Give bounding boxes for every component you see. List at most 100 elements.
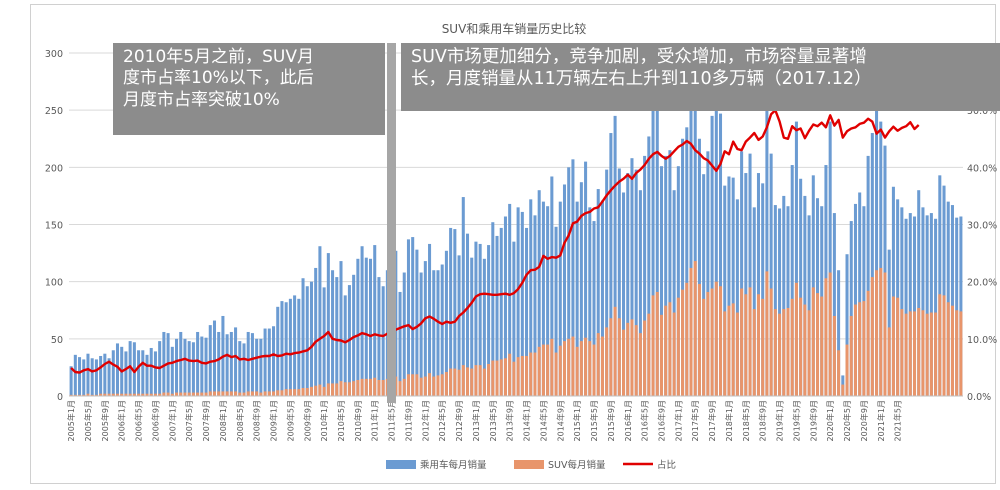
x-tick-label: 2013年5月 — [488, 400, 498, 441]
bar-passenger — [428, 243, 432, 396]
bar-suv — [153, 393, 157, 396]
bar-suv — [432, 376, 436, 396]
bar-suv — [99, 393, 103, 396]
bar-suv — [546, 344, 550, 396]
bar-suv — [605, 327, 609, 396]
bar-passenger — [179, 331, 183, 396]
bar-suv — [453, 368, 457, 396]
x-tick-label: 2017年9月 — [707, 400, 717, 441]
bar-suv — [373, 377, 377, 396]
x-tick-label: 2020年1月 — [825, 400, 835, 441]
bar-suv — [352, 381, 356, 396]
bar-suv — [921, 310, 925, 396]
bar-suv — [107, 393, 111, 396]
left-tick-label: 100 — [45, 278, 63, 289]
bar-suv — [761, 298, 765, 396]
bar-suv — [558, 345, 562, 396]
bar-passenger — [529, 199, 533, 396]
bar-suv — [419, 377, 423, 396]
bar-passenger — [752, 207, 756, 396]
bar-suv — [626, 322, 630, 396]
bar-passenger — [659, 166, 664, 396]
bar-suv — [904, 313, 908, 396]
bar-suv — [141, 393, 145, 396]
bar-passenger — [904, 218, 908, 396]
bar-suv — [428, 373, 432, 396]
bar-passenger — [284, 302, 288, 396]
bar-passenger — [82, 359, 86, 396]
bar-suv — [571, 336, 575, 396]
bar-suv — [820, 296, 824, 396]
x-tick-label: 2008年1月 — [218, 400, 228, 441]
bar-passenger — [811, 175, 815, 396]
x-tick-label: 2016年1月 — [623, 400, 633, 441]
bar-suv — [769, 288, 773, 396]
x-tick-label: 2015年1月 — [572, 400, 582, 441]
bar-passenger — [706, 151, 710, 396]
bar-suv — [845, 344, 849, 396]
bar-passenger — [765, 102, 769, 396]
bar-suv — [508, 353, 512, 396]
bar-passenger — [406, 239, 410, 396]
bar-suv — [525, 355, 529, 396]
x-tick-label: 2010年9月 — [353, 400, 363, 441]
left-tick-label: 0 — [57, 392, 63, 403]
bar-suv — [529, 352, 533, 396]
bar-suv — [503, 358, 507, 396]
bar-suv — [267, 391, 271, 396]
bar-passenger — [807, 215, 811, 396]
right-tick-label: 20.0% — [967, 278, 997, 289]
bar-passenger — [592, 221, 596, 396]
bar-suv — [124, 393, 128, 396]
bar-suv — [200, 392, 204, 396]
bar-passenger — [267, 328, 271, 396]
x-tick-label: 2005年1月 — [66, 400, 76, 441]
bar-suv — [398, 381, 402, 396]
bar-passenger — [191, 342, 195, 396]
bar-suv — [651, 295, 655, 396]
bar-passenger — [352, 274, 356, 396]
bar-passenger — [849, 221, 853, 396]
x-tick-label: 2019年9月 — [808, 400, 818, 441]
bar-passenger — [128, 341, 132, 396]
bar-passenger — [562, 184, 567, 396]
bar-suv — [204, 392, 208, 396]
bar-passenger — [436, 270, 440, 396]
bar-passenger — [90, 358, 94, 396]
bar-suv — [655, 291, 659, 396]
left-tick-label: 200 — [45, 163, 63, 174]
bar-suv — [162, 392, 166, 396]
bar-suv — [837, 350, 841, 396]
bar-passenger — [141, 350, 145, 396]
bar-passenger — [196, 331, 200, 396]
bar-passenger — [761, 183, 765, 396]
bar-suv — [638, 333, 642, 396]
bar-passenger — [643, 155, 647, 396]
bar-suv — [465, 367, 470, 396]
x-tick-label: 2013年1月 — [471, 400, 481, 441]
bar-suv — [567, 338, 571, 396]
bar-suv — [727, 305, 731, 396]
bar-passenger — [866, 155, 870, 396]
bar-suv — [331, 383, 335, 396]
bar-passenger — [94, 359, 98, 396]
bar-suv — [145, 393, 149, 396]
bar-passenger — [465, 233, 470, 396]
bar-suv — [925, 313, 929, 396]
bar-suv — [706, 291, 710, 396]
bar-suv — [212, 391, 217, 396]
x-tick-label: 2020年9月 — [859, 400, 869, 441]
bar-passenger — [263, 328, 267, 396]
bar-passenger — [250, 333, 254, 396]
x-tick-label: 2009年5月 — [285, 400, 295, 441]
bar-passenger — [322, 287, 326, 396]
bar-passenger — [596, 189, 600, 396]
bar-passenger — [609, 133, 613, 397]
bar-suv — [520, 355, 524, 396]
bar-suv — [938, 294, 942, 396]
bar-suv — [537, 346, 541, 396]
bar-passenger — [478, 243, 482, 396]
bar-suv — [487, 363, 491, 396]
x-tick-label: 2019年1月 — [775, 400, 785, 441]
bar-suv — [744, 294, 748, 396]
